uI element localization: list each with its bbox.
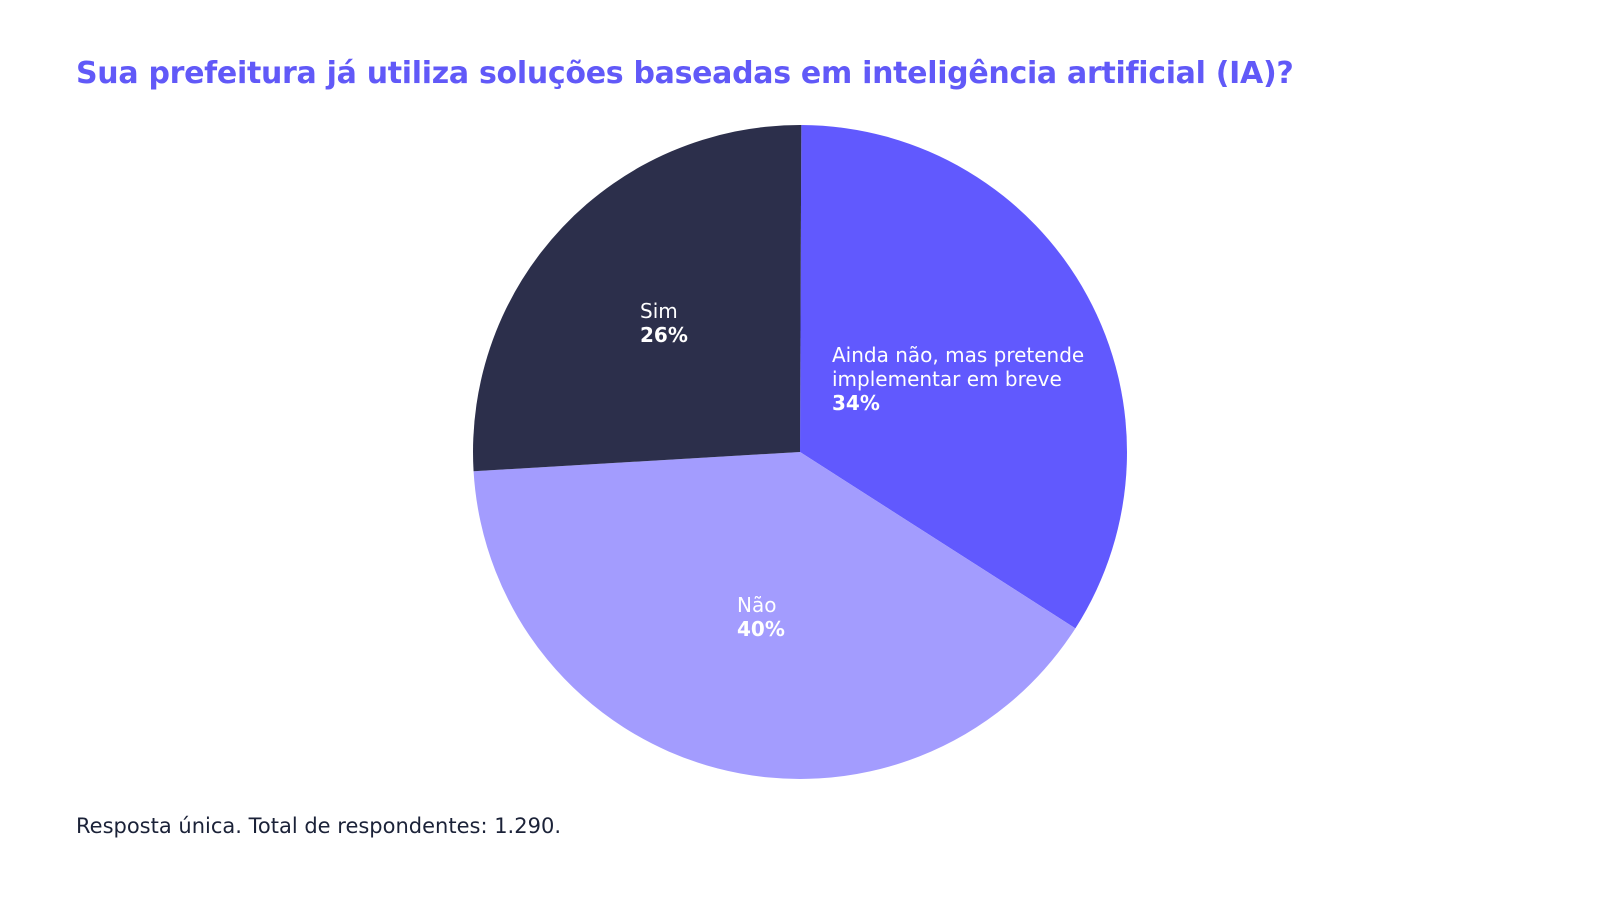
chart-title: Sua prefeitura já utiliza soluções basea… — [76, 56, 1294, 91]
pie-slice — [473, 124, 802, 472]
slice-label: Não — [737, 593, 776, 617]
slice-value-label: 26% — [640, 323, 688, 347]
slice-label: Ainda não, mas pretende — [832, 343, 1084, 367]
slice-label: Sim — [640, 299, 678, 323]
footnote: Resposta única. Total de respondentes: 1… — [76, 814, 561, 838]
pie-slice — [473, 452, 1076, 779]
pie-slice — [800, 125, 1128, 629]
slice-value-label: 34% — [832, 391, 880, 415]
slice-label: implementar em breve — [832, 367, 1062, 391]
slice-value-label: 40% — [737, 617, 785, 641]
pie-slices — [473, 124, 1128, 779]
